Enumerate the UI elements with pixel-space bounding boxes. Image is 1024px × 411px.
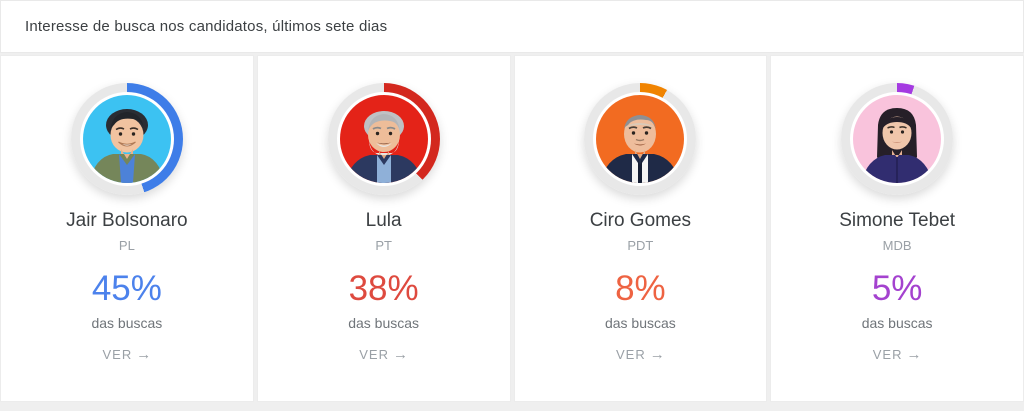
candidate-name: Ciro Gomes [589, 210, 692, 231]
candidate-name: Lula [365, 210, 402, 231]
portrait-illustration-icon [88, 109, 165, 183]
candidate-party: PL [118, 238, 135, 253]
progress-ring [584, 83, 697, 195]
ver-link[interactable]: VER → [873, 346, 922, 363]
percentage-caption: das buscas [91, 315, 163, 331]
candidate-avatar [82, 95, 171, 183]
ver-label: VER [102, 347, 133, 362]
ver-label: VER [359, 347, 389, 362]
percentage-caption: das buscas [861, 315, 933, 331]
search-percentage: 5% [871, 269, 923, 308]
percentage-caption: das buscas [348, 315, 420, 331]
progress-ring [327, 83, 440, 195]
progress-ring [841, 83, 954, 195]
ver-link[interactable]: VER → [616, 346, 665, 363]
arrow-right-icon: → [392, 346, 408, 363]
ver-label: VER [616, 347, 646, 362]
ver-link[interactable]: VER → [359, 346, 408, 363]
candidate-card-tebet: Simone Tebet MDB 5% das buscas VER → [770, 55, 1024, 402]
candidate-party: PT [375, 238, 392, 253]
candidate-avatar [853, 95, 942, 183]
candidate-card-bolsonaro: Jair Bolsonaro PL 45% das buscas VER → [0, 55, 254, 402]
arrow-right-icon: → [906, 346, 922, 363]
progress-ring [70, 83, 183, 195]
candidate-avatar [339, 95, 428, 183]
portrait-illustration-icon [861, 108, 934, 183]
candidate-cards: Jair Bolsonaro PL 45% das buscas VER → [0, 55, 1024, 402]
percentage-caption: das buscas [604, 315, 676, 331]
search-percentage: 8% [615, 269, 666, 308]
candidate-card-lula: Lula PT 38% das buscas VER → [256, 55, 511, 402]
ver-link[interactable]: VER → [103, 346, 152, 363]
candidate-name: Simone Tebet [839, 210, 956, 231]
candidate-party: MDB [882, 238, 912, 253]
arrow-right-icon: → [649, 346, 665, 363]
candidate-card-ciro: Ciro Gomes PDT 8% das buscas VER → [513, 55, 768, 402]
search-percentage: 45% [91, 269, 162, 308]
widget-header: Interesse de busca nos candidatos, últim… [0, 0, 1024, 53]
arrow-right-icon: → [136, 346, 152, 363]
candidate-party: PDT [627, 238, 654, 253]
ver-label: VER [872, 347, 903, 362]
portrait-illustration-icon [600, 115, 681, 183]
candidate-avatar [596, 95, 685, 183]
candidate-name: Jair Bolsonaro [66, 210, 188, 231]
search-percentage: 38% [348, 269, 419, 308]
portrait-illustration-icon [344, 111, 423, 183]
widget-title: Interesse de busca nos candidatos, últim… [25, 18, 388, 35]
